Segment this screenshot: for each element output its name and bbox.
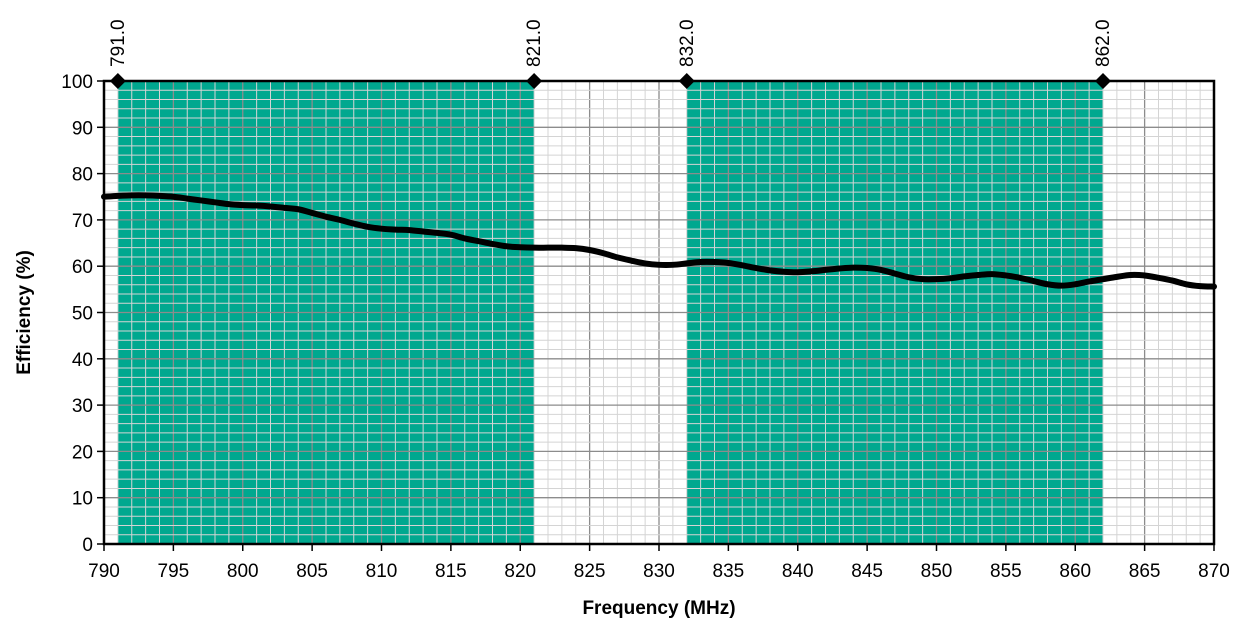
x-tick-label: 835 xyxy=(713,561,745,582)
x-tick-label: 830 xyxy=(643,561,675,582)
x-axis-ticks: 790 795 800 805 810 815 820 825 830 835 840 845 850 8… xyxy=(88,544,1230,582)
x-tick-label: 810 xyxy=(366,561,398,582)
y-tick-label: 30 xyxy=(72,396,93,417)
x-tick-label: 845 xyxy=(851,561,883,582)
y-axis-ticks: 0 10 20 30 40 50 60 70 80 90 100 xyxy=(61,72,104,556)
x-tick-label: 815 xyxy=(435,561,467,582)
band-marker-label: 862.0 xyxy=(1093,19,1114,67)
x-axis-title: Frequency (MHz) xyxy=(582,598,735,619)
band-marker xyxy=(1095,73,1111,89)
y-tick-label: 20 xyxy=(72,442,93,463)
x-tick-label: 825 xyxy=(574,561,606,582)
x-tick-label: 795 xyxy=(158,561,190,582)
y-tick-label: 60 xyxy=(72,257,93,278)
y-tick-label: 0 xyxy=(82,535,93,556)
x-tick-label: 870 xyxy=(1198,561,1230,582)
x-tick-label: 790 xyxy=(88,561,120,582)
grid xyxy=(104,81,1214,544)
y-tick-label: 10 xyxy=(72,489,93,510)
band-marker xyxy=(678,73,695,89)
x-tick-label: 860 xyxy=(1059,561,1091,582)
x-tick-label: 855 xyxy=(990,561,1022,582)
x-tick-label: 805 xyxy=(296,561,328,582)
series-line-1 xyxy=(101,192,1217,290)
y-axis-title: Efficiency (%) xyxy=(14,250,35,375)
y-tick-label: 80 xyxy=(72,165,93,186)
x-tick-label: 800 xyxy=(227,561,259,582)
y-tick-label: 50 xyxy=(72,304,93,325)
y-tick-label: 40 xyxy=(72,350,93,371)
y-tick-label: 100 xyxy=(61,72,93,93)
band-marker-label: 821.0 xyxy=(524,19,545,67)
x-tick-label: 865 xyxy=(1129,561,1161,582)
band-markers: 791.0 821.0 832.0 862.0 xyxy=(108,19,1114,89)
band-marker xyxy=(526,73,543,89)
x-tick-label: 820 xyxy=(504,561,536,582)
x-tick-label: 850 xyxy=(921,561,953,582)
band-marker-label: 832.0 xyxy=(677,19,698,67)
y-tick-label: 90 xyxy=(72,118,93,139)
series-layer xyxy=(101,192,1217,290)
band-marker-label: 791.0 xyxy=(108,19,129,67)
y-tick-label: 70 xyxy=(72,211,93,232)
x-tick-label: 840 xyxy=(782,561,814,582)
band-marker xyxy=(109,73,126,89)
